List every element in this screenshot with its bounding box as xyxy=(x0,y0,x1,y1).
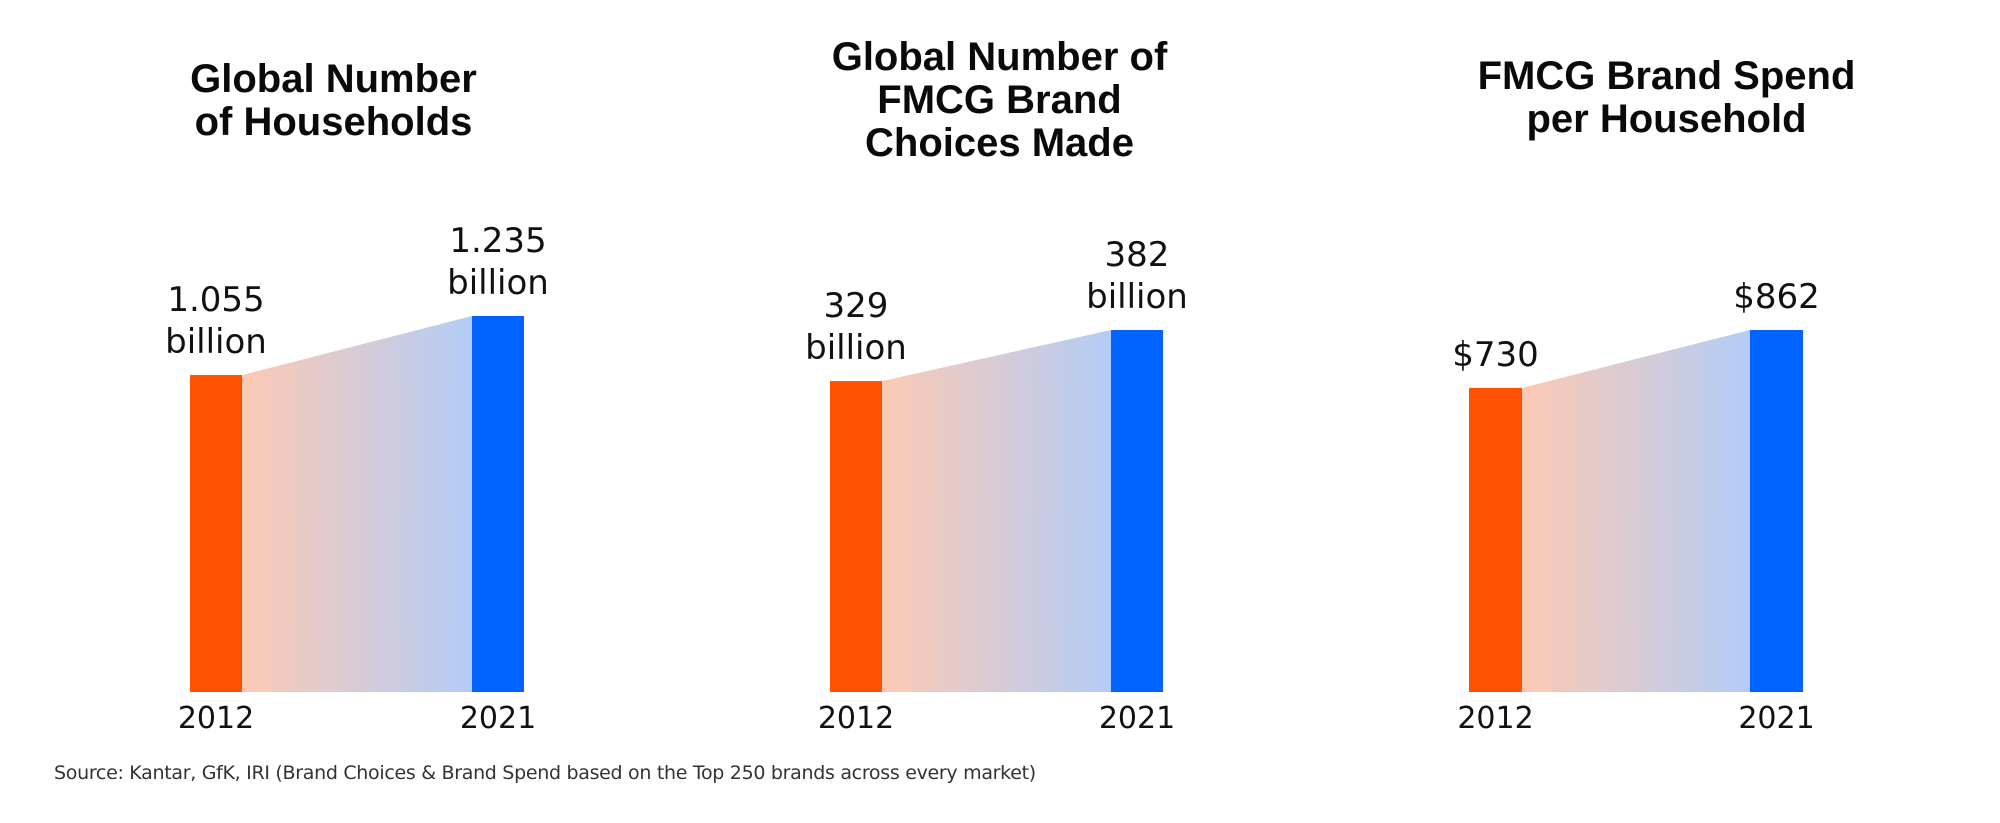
chart-title-line: per Household xyxy=(1526,97,1807,141)
bar-2012 xyxy=(830,381,882,692)
chart-title-line: Global Number of xyxy=(831,35,1168,79)
x-tick-label: 2021 xyxy=(460,701,536,736)
chart-panel-brand-spend: FMCG Brand Spend per Household 2012 $730 2… xyxy=(1333,0,2000,760)
data-label: billion xyxy=(447,263,549,303)
data-label: billion xyxy=(165,322,267,362)
data-label: billion xyxy=(805,328,907,368)
data-label: $862 xyxy=(1733,277,1820,317)
bar-2021 xyxy=(1750,330,1803,692)
connector-area xyxy=(1522,330,1750,692)
bar-2012 xyxy=(1469,387,1522,692)
chart-panel-households: Global Number of Households 2012 1.055 bil… xyxy=(0,0,667,760)
x-tick-label: 2012 xyxy=(178,701,254,736)
connector-area xyxy=(882,330,1111,692)
data-label: billion xyxy=(1086,277,1188,317)
chart-title: FMCG Brand Spend per Household xyxy=(1333,55,2000,141)
bar-2021 xyxy=(1111,330,1163,692)
data-label: 1.055 xyxy=(167,280,264,320)
chart-title-line: of Households xyxy=(194,100,473,144)
chart-title: Global Number of FMCG Brand Choices Made xyxy=(666,36,1333,165)
x-tick-label: 2012 xyxy=(818,701,894,736)
bar-2012 xyxy=(190,375,242,692)
data-label: $730 xyxy=(1452,335,1539,375)
x-tick-label: 2012 xyxy=(1457,701,1533,736)
chart-title: Global Number of Households xyxy=(0,58,667,144)
chart-panel-brand-choices: Global Number of FMCG Brand Choices Made… xyxy=(666,0,1333,760)
chart-title-line: Global Number xyxy=(190,57,477,101)
connector-area xyxy=(242,316,472,692)
x-tick-label: 2021 xyxy=(1099,701,1175,736)
chart-title-line: FMCG Brand xyxy=(877,78,1122,122)
chart-title-line: Choices Made xyxy=(865,121,1134,165)
chart-svg: 2012 $730 2021 $862 xyxy=(1452,277,1820,736)
data-label: 329 xyxy=(824,286,889,326)
source-footnote: Source: Kantar, GfK, IRI (Brand Choices … xyxy=(54,762,1036,784)
bar-2021 xyxy=(472,316,524,692)
x-tick-label: 2021 xyxy=(1738,701,1814,736)
data-label: 382 xyxy=(1105,235,1170,275)
data-label: 1.235 xyxy=(449,221,546,261)
chart-title-line: FMCG Brand Spend xyxy=(1477,54,1856,98)
